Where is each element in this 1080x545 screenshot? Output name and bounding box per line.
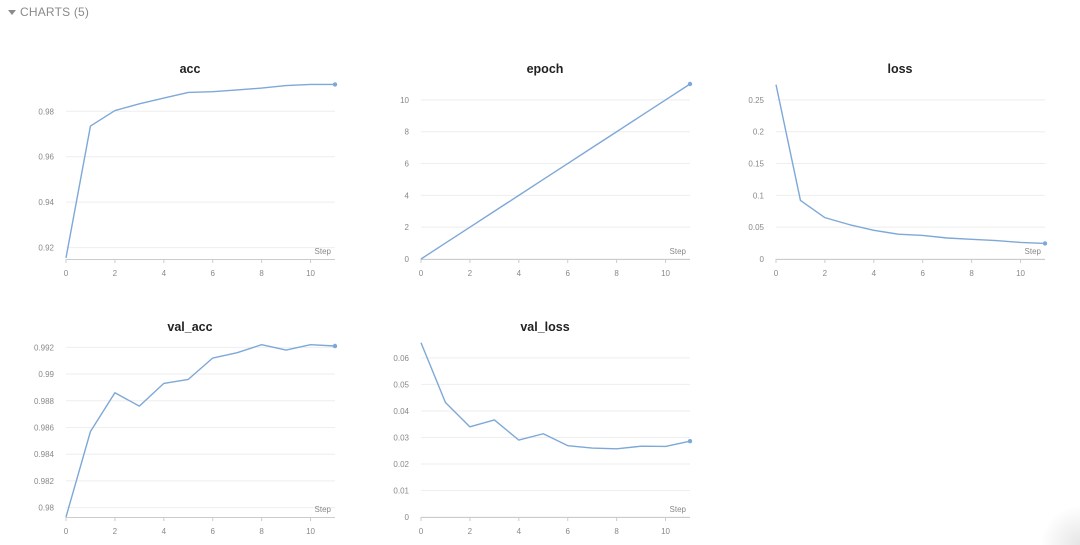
x-tick-label: 10: [1016, 269, 1025, 278]
chart-svg: 0 0.01 0.02 0.03 0.04 0.05 0.06 0 2 4 6 8 10 Step: [393, 342, 693, 536]
x-tick-label: 0: [419, 527, 424, 536]
series-end-point: [332, 82, 338, 87]
x-tick-label: 8: [969, 269, 974, 278]
y-tick-label: 0.94: [38, 198, 54, 207]
y-tick-label: 0.1: [753, 191, 765, 200]
y-tick-label: 0: [760, 255, 765, 264]
x-tick-label: 6: [211, 269, 216, 278]
y-tick-label: 0.982: [34, 477, 55, 486]
x-tick-label: 4: [162, 527, 167, 536]
chart-panel-loss: loss 0 0.05 0.1 0.15 0.2 0.25 0 2 4 6 8 10 Step: [745, 62, 1055, 287]
x-tick-label: 4: [162, 269, 167, 278]
y-tick-label: 0.06: [393, 354, 409, 363]
y-tick-label: 0.98: [38, 107, 54, 116]
chart-svg: 0 2 4 6 8 10 0 2 4 6 8 10 Step: [400, 81, 693, 278]
y-tick-label: 4: [405, 191, 410, 200]
y-tick-label: 0.04: [393, 407, 409, 416]
y-tick-label: 6: [405, 160, 410, 169]
chart-svg: 0.98 0.982 0.984 0.986 0.988 0.99 0.992 0 2 4 6 8 10…: [34, 343, 338, 536]
x-tick-label: 0: [64, 269, 69, 278]
x-tick-label: 10: [661, 269, 670, 278]
y-tick-label: 0.986: [34, 423, 55, 432]
y-tick-label: 0.05: [393, 380, 409, 389]
x-tick-label: 4: [517, 269, 522, 278]
x-tick-label: 10: [306, 269, 315, 278]
chart-panel-val-loss: val_loss 0 0.01 0.02 0.03 0.04 0.05 0.06 0 2 4 6 8 1…: [390, 320, 700, 545]
y-tick-label: 0: [405, 255, 410, 264]
series-line: [775, 84, 1046, 245]
chart-panel-val-acc: val_acc 0.98 0.982 0.984 0.986 0.988 0.99 0.99…: [34, 320, 345, 545]
y-tick-label: 0.984: [34, 450, 55, 459]
series-line: [65, 83, 335, 258]
y-tick-label: 0.99: [38, 370, 54, 379]
charts-section-toggle[interactable]: CHARTS (5): [8, 5, 89, 19]
x-tick-label: 8: [259, 269, 264, 278]
x-tick-label: 0: [774, 269, 779, 278]
y-tick-label: 0.988: [34, 397, 55, 406]
y-tick-label: 0.25: [748, 96, 764, 105]
x-tick-label: 10: [306, 527, 315, 536]
x-tick-label: 4: [872, 269, 877, 278]
y-tick-label: 2: [405, 223, 410, 232]
chart-title: val_acc: [167, 320, 213, 334]
y-tick-label: 0: [405, 513, 410, 522]
charts-section-label: CHARTS (5): [20, 5, 90, 19]
y-tick-label: 0.2: [753, 128, 765, 137]
y-tick-label: 8: [405, 128, 410, 137]
x-axis-label: Step: [1025, 247, 1042, 256]
series-end-point: [1042, 241, 1048, 246]
x-tick-label: 0: [419, 269, 424, 278]
chart-panel-acc: acc 0.92 0.94 0.96 0.98 0 2 4 6 8 10 Step: [35, 62, 345, 287]
series-line: [65, 343, 336, 518]
x-tick-label: 6: [211, 527, 216, 536]
series-line: [420, 83, 691, 260]
series-line: [420, 342, 691, 450]
series-end-point: [687, 81, 693, 87]
series-end-point: [332, 343, 338, 349]
x-tick-label: 2: [113, 269, 118, 278]
chart-svg: 0 0.05 0.1 0.15 0.2 0.25 0 2 4 6 8 10 Step: [748, 84, 1048, 278]
y-tick-label: 0.01: [393, 486, 409, 495]
x-axis-label: Step: [670, 505, 687, 514]
chart-title: epoch: [526, 62, 564, 76]
y-tick-label: 0.992: [34, 343, 55, 352]
corner-shadow: [1040, 505, 1080, 545]
x-tick-label: 2: [113, 527, 118, 536]
y-tick-label: 0.05: [748, 223, 764, 232]
chart-title: acc: [179, 62, 201, 76]
x-tick-label: 6: [566, 269, 571, 278]
x-tick-label: 8: [259, 527, 264, 536]
x-axis-label: Step: [315, 505, 332, 514]
x-tick-label: 8: [614, 527, 619, 536]
x-tick-label: 2: [468, 269, 473, 278]
x-tick-label: 4: [517, 527, 522, 536]
y-tick-label: 0.96: [38, 153, 54, 162]
x-tick-label: 2: [823, 269, 828, 278]
x-tick-label: 6: [566, 527, 571, 536]
chart-title: loss: [887, 62, 913, 76]
y-tick-label: 0.02: [393, 460, 409, 469]
x-axis-label: Step: [315, 247, 332, 256]
chart-title: val_loss: [520, 320, 570, 334]
chart-svg: 0.92 0.94 0.96 0.98 0 2 4 6 8 10 Step: [38, 82, 338, 278]
x-tick-label: 10: [661, 527, 670, 536]
x-tick-label: 2: [468, 527, 473, 536]
x-tick-label: 0: [64, 527, 69, 536]
y-tick-label: 0.98: [38, 504, 54, 513]
y-tick-label: 10: [400, 96, 409, 105]
caret-down-icon: [8, 9, 16, 15]
y-tick-label: 0.92: [38, 244, 54, 253]
y-tick-label: 0.03: [393, 433, 409, 442]
y-tick-label: 0.15: [748, 160, 764, 169]
x-tick-label: 8: [614, 269, 619, 278]
x-axis-label: Step: [670, 247, 687, 256]
series-end-point: [687, 438, 693, 444]
x-tick-label: 6: [921, 269, 926, 278]
chart-panel-epoch: epoch 0 2 4 6 8 10 0 2 4 6 8 10 Step: [390, 62, 700, 287]
